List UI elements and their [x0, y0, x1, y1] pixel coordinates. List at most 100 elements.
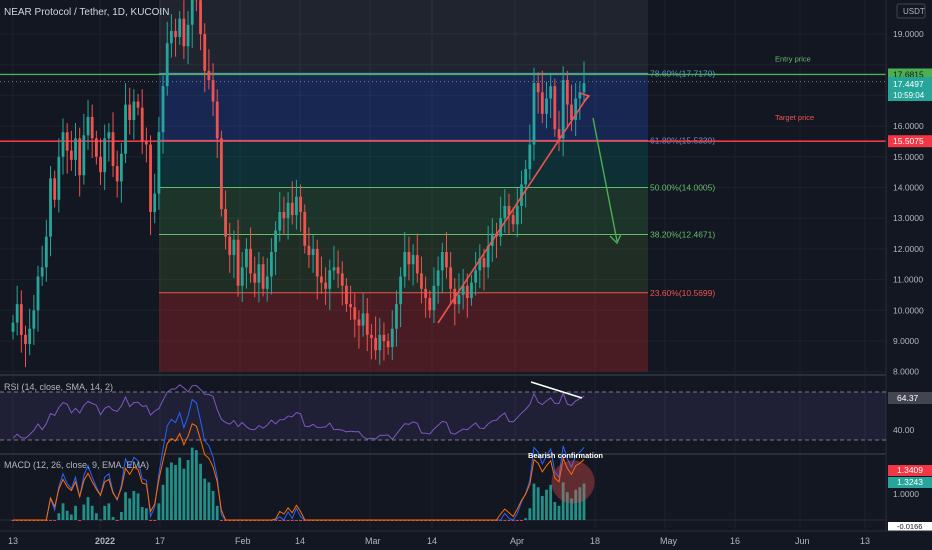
time-tick-8: 18 — [590, 536, 600, 546]
candle-51 — [224, 208, 227, 237]
candle-64 — [278, 212, 282, 231]
price-tick-6: 13.0000 — [893, 213, 924, 223]
time-tick-1: 2022 — [95, 536, 115, 546]
macd-hist-66 — [286, 520, 290, 521]
candle-17 — [82, 135, 86, 176]
time-tick-6: 14 — [427, 536, 437, 546]
countdown-text: 10:59:04 — [893, 91, 925, 100]
candle-113 — [482, 258, 486, 268]
candle-11 — [57, 156, 61, 200]
candle-13 — [65, 132, 69, 151]
candle-123 — [524, 169, 528, 185]
candle-97 — [415, 255, 419, 274]
macd-value-tag — [888, 477, 932, 488]
macd-hist-46 — [203, 478, 207, 520]
macd-hist-22 — [103, 505, 107, 520]
candle-26 — [119, 153, 123, 182]
macd-hist-25 — [115, 520, 119, 521]
candle-94 — [403, 251, 407, 277]
macd-title: MACD (12, 26, close, 9, EMA, EMA) — [4, 460, 149, 470]
fib-label-4: 23.60%(10.5699) — [650, 288, 715, 298]
candle-126 — [536, 83, 540, 93]
candle-103 — [440, 251, 444, 271]
candle-31 — [140, 107, 144, 142]
candle-109 — [465, 285, 469, 299]
bearish-circle[interactable] — [551, 460, 595, 504]
rsi-value-text: 64.37 — [897, 393, 919, 403]
macd-hist-122 — [520, 520, 523, 521]
rsi-band — [0, 392, 886, 440]
macd-hist-124 — [528, 508, 532, 520]
current-price-text: 17.4497 — [893, 79, 924, 89]
macd-hist-18 — [86, 497, 90, 520]
candle-9 — [49, 178, 52, 237]
candle-41 — [182, 18, 186, 47]
candle-4 — [28, 328, 32, 345]
fib-label-1: 61.80%(15.5339) — [650, 135, 715, 145]
candle-122 — [520, 184, 523, 206]
candle-48 — [211, 80, 215, 102]
candle-99 — [424, 288, 428, 299]
candle-130 — [553, 86, 557, 130]
macd-hist-38 — [169, 462, 173, 520]
candle-53 — [232, 239, 236, 256]
candle-39 — [174, 30, 177, 38]
candle-127 — [540, 92, 544, 114]
candle-14 — [69, 150, 73, 160]
candle-125 — [532, 83, 536, 145]
fib-zone-4 — [159, 292, 648, 372]
candle-5 — [32, 310, 36, 329]
macd-hist-34 — [153, 520, 157, 521]
candle-61 — [265, 276, 269, 289]
macd-hist-137 — [582, 483, 586, 520]
macd-hist-41 — [182, 468, 186, 520]
target-price-tag — [888, 135, 932, 148]
candle-81 — [349, 304, 352, 308]
time-tick-7: Apr — [510, 536, 524, 546]
candle-2 — [19, 304, 23, 335]
candle-47 — [207, 70, 211, 81]
candle-133 — [565, 80, 569, 105]
candle-111 — [474, 270, 478, 283]
macd-hist-121 — [515, 520, 519, 521]
rsi-divergence-line[interactable] — [530, 381, 583, 399]
price-tick-8: 11.0000 — [893, 275, 923, 285]
macd-hist-133 — [565, 492, 569, 520]
fib-label-0: 78.60%(17.7170) — [650, 68, 715, 78]
candle-63 — [274, 230, 277, 252]
candle-67 — [290, 202, 294, 216]
macd-hist-13 — [65, 510, 69, 520]
macd-hist-129 — [549, 484, 553, 520]
trend-line[interactable] — [437, 95, 589, 324]
macd-hist-21 — [99, 519, 102, 521]
candle-27 — [124, 104, 127, 154]
candle-131 — [557, 129, 561, 139]
price-tick-7: 12.0000 — [893, 244, 924, 254]
candle-118 — [503, 205, 507, 219]
candle-71 — [307, 245, 311, 256]
candle-20 — [94, 138, 98, 157]
candle-121 — [515, 205, 519, 225]
currency-box[interactable] — [896, 3, 926, 19]
macd-hist-67 — [290, 520, 294, 521]
symbol-title: NEAR Protocol / Tether, 1D, KUCOIN — [4, 7, 169, 18]
macd-hist-15 — [74, 505, 77, 520]
candle-135 — [574, 98, 578, 120]
candle-16 — [78, 138, 82, 176]
macd-hist-45 — [199, 463, 202, 520]
candle-72 — [311, 248, 315, 256]
price-tick-11: 8.0000 — [893, 367, 919, 377]
macd-hist-50 — [219, 520, 223, 521]
macd-hist-27 — [124, 492, 127, 520]
macd-hist-14 — [69, 514, 73, 520]
macd-hist-33 — [149, 520, 152, 521]
macd-hist-118 — [503, 520, 507, 521]
macd-hist-39 — [174, 464, 177, 520]
macd-tick-1: 1.0000 — [893, 489, 919, 499]
projection-arrow[interactable] — [592, 117, 618, 242]
candle-59 — [257, 264, 261, 283]
macd-hist-16 — [78, 520, 82, 521]
candle-37 — [165, 43, 169, 87]
candle-108 — [461, 285, 465, 295]
